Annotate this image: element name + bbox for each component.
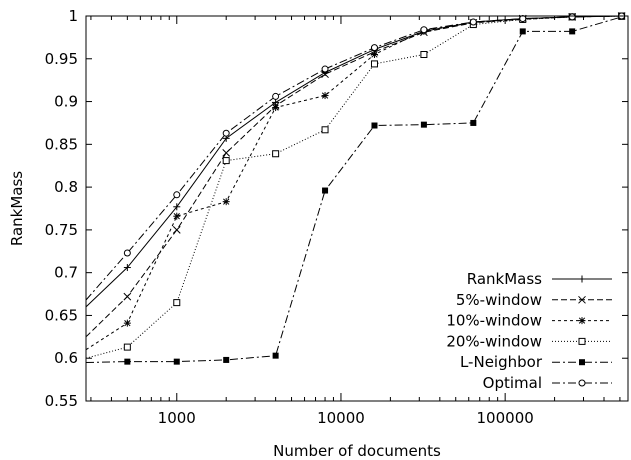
data-point <box>123 249 131 257</box>
y-tick-label: 0.55 <box>45 392 78 410</box>
data-point <box>470 119 477 126</box>
data-point <box>579 359 585 366</box>
marker-stroke <box>321 70 329 79</box>
data-point <box>420 121 427 128</box>
y-tick-label: 0.75 <box>45 221 78 239</box>
data-point <box>370 51 378 58</box>
data-point <box>578 337 586 345</box>
y-tick-label: 0.6 <box>54 349 78 367</box>
data-point <box>321 126 329 134</box>
series-20-window <box>85 12 626 359</box>
data-point <box>223 356 230 363</box>
marker-stroke <box>222 149 231 157</box>
data-point <box>321 92 329 100</box>
legend-label: L-Neighbor <box>460 353 543 371</box>
data-point <box>123 343 131 351</box>
data-point <box>272 92 280 100</box>
legend-item: 10%-window <box>446 312 612 330</box>
legend-item: L-Neighbor <box>460 353 612 371</box>
ticks-layer: 0.55 0.6 0.65 0.7 0.75 0.8 0.85 0.9 0.95 1 1000 100… <box>45 7 628 427</box>
x-axis-title: Number of documents <box>273 442 441 460</box>
data-point <box>222 129 230 137</box>
data-point <box>124 358 131 365</box>
y-tick-label: 0.95 <box>45 50 78 68</box>
data-point <box>222 149 231 157</box>
y-tick-label: 0.7 <box>54 264 78 282</box>
data-point <box>370 60 378 68</box>
y-tick-label: 1 <box>68 7 78 25</box>
marker-stroke <box>371 51 378 58</box>
marker-stroke <box>321 92 329 99</box>
series-10-window <box>85 12 626 351</box>
y-tick-label: 0.85 <box>45 135 78 153</box>
data-point <box>322 187 329 194</box>
plot-frame <box>85 15 629 402</box>
data-point <box>173 299 181 307</box>
marker-stroke <box>124 319 131 327</box>
data-point <box>578 275 586 283</box>
data-point <box>420 26 428 34</box>
data-point <box>173 203 181 211</box>
data-point <box>370 44 378 52</box>
legend-item: Optimal <box>483 374 612 392</box>
legend: RankMass 5%-window 10%-window 20%-window L-N… <box>446 270 612 392</box>
legend-label: 20%-window <box>446 332 542 350</box>
data-point <box>569 28 576 35</box>
y-axis-title: RankMass <box>8 171 26 246</box>
series-5-window <box>85 12 626 338</box>
data-point <box>568 13 576 21</box>
legend-label: 10%-window <box>446 312 542 330</box>
data-point <box>272 352 279 359</box>
x-tick-label: 10000 <box>317 409 365 427</box>
legend-item: RankMass <box>467 270 612 288</box>
y-tick-label: 0.8 <box>54 178 78 196</box>
marker-stroke <box>578 317 586 324</box>
data-point <box>578 317 586 325</box>
series-line <box>85 15 622 301</box>
legend-item: 20%-window <box>446 332 612 350</box>
series-l-neighbor <box>85 13 625 365</box>
marker-stroke <box>223 198 230 205</box>
series-line <box>85 15 622 338</box>
legend-label: 5%-window <box>456 291 542 309</box>
data-point <box>173 358 180 365</box>
data-point <box>123 292 132 301</box>
data-point <box>123 319 131 327</box>
x-tick-label: 100000 <box>477 409 534 427</box>
data-point <box>222 198 230 206</box>
data-point <box>469 18 477 26</box>
y-tick-label: 0.9 <box>54 93 78 111</box>
data-point <box>173 212 181 220</box>
marker-stroke <box>173 213 180 220</box>
data-point <box>172 226 181 234</box>
data-point <box>578 295 586 304</box>
x-tick-label: 1000 <box>158 409 196 427</box>
series-line <box>85 16 622 363</box>
legend-label: RankMass <box>467 270 542 288</box>
series-optimal <box>85 12 626 301</box>
data-point <box>321 70 329 79</box>
data-point <box>123 264 131 272</box>
legend-item: 5%-window <box>456 291 612 309</box>
data-point <box>222 157 230 165</box>
data-point <box>420 51 428 58</box>
data-point <box>578 379 586 387</box>
series-rankmass <box>85 12 626 308</box>
data-point <box>272 150 280 158</box>
data-point <box>321 65 329 73</box>
series-layer <box>85 12 626 365</box>
marker-stroke <box>272 104 279 111</box>
data-point <box>272 104 280 112</box>
data-point <box>371 122 378 129</box>
legend-label: Optimal <box>483 374 542 392</box>
marker-stroke <box>578 295 586 304</box>
data-point <box>519 28 526 35</box>
data-point <box>173 191 181 199</box>
marker-stroke <box>123 292 132 301</box>
series-line <box>85 15 622 308</box>
y-tick-label: 0.65 <box>45 306 78 324</box>
series-line <box>85 15 622 359</box>
marker-stroke <box>172 226 181 234</box>
